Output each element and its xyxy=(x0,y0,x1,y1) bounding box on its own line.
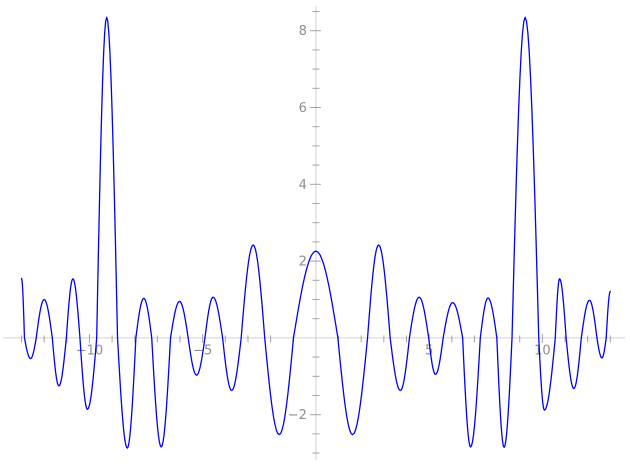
y-tick-label: 2 xyxy=(299,255,307,270)
x-tick-label: 10 xyxy=(534,344,551,359)
y-tick-label: −2 xyxy=(288,408,307,423)
function-curve xyxy=(20,16,611,449)
y-tick-label: 6 xyxy=(299,101,307,116)
x-tick-label: 5 xyxy=(425,344,433,359)
y-tick-label: 4 xyxy=(299,178,307,193)
y-tick-label: 8 xyxy=(299,24,307,39)
